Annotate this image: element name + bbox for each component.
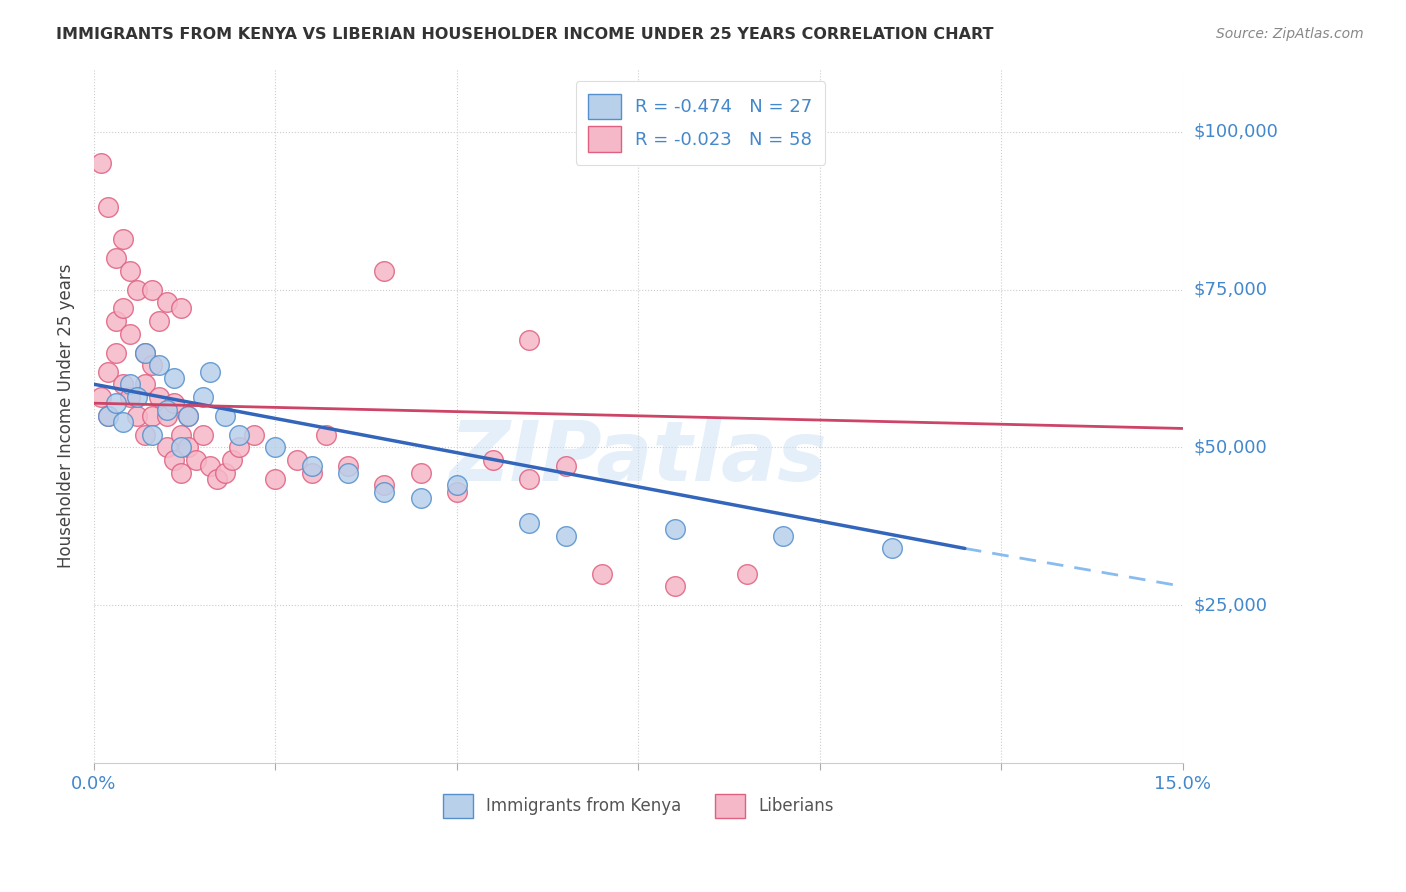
Point bbox=[242, 427, 264, 442]
Point bbox=[127, 390, 149, 404]
Point bbox=[664, 523, 686, 537]
Point bbox=[120, 377, 142, 392]
Point bbox=[519, 472, 541, 486]
Point bbox=[409, 491, 432, 505]
Point bbox=[104, 314, 127, 328]
Point bbox=[104, 345, 127, 359]
Point bbox=[373, 478, 395, 492]
Point bbox=[141, 409, 163, 423]
Point bbox=[735, 566, 758, 581]
Point bbox=[373, 484, 395, 499]
Point bbox=[772, 529, 794, 543]
Point bbox=[336, 459, 359, 474]
Point bbox=[97, 201, 120, 215]
Point bbox=[148, 390, 170, 404]
Point bbox=[446, 478, 468, 492]
Point bbox=[482, 453, 505, 467]
Point bbox=[207, 472, 229, 486]
Point bbox=[90, 156, 112, 170]
Text: $100,000: $100,000 bbox=[1194, 123, 1278, 141]
Point bbox=[177, 441, 200, 455]
Point bbox=[301, 459, 323, 474]
Point bbox=[163, 453, 186, 467]
Text: $25,000: $25,000 bbox=[1194, 596, 1268, 615]
Point bbox=[148, 314, 170, 328]
Point bbox=[214, 409, 236, 423]
Point bbox=[285, 453, 308, 467]
Point bbox=[141, 427, 163, 442]
Point bbox=[170, 301, 193, 316]
Point bbox=[221, 453, 243, 467]
Point bbox=[446, 484, 468, 499]
Point bbox=[111, 301, 134, 316]
Point bbox=[264, 441, 287, 455]
Point bbox=[264, 472, 287, 486]
Point bbox=[155, 409, 177, 423]
Point bbox=[104, 396, 127, 410]
Point bbox=[134, 377, 156, 392]
Point bbox=[519, 516, 541, 531]
Point bbox=[120, 390, 142, 404]
Point bbox=[120, 326, 142, 341]
Point bbox=[554, 529, 576, 543]
Text: $75,000: $75,000 bbox=[1194, 280, 1268, 299]
Point bbox=[155, 441, 177, 455]
Point bbox=[163, 396, 186, 410]
Point bbox=[228, 427, 250, 442]
Text: $50,000: $50,000 bbox=[1194, 438, 1267, 457]
Point bbox=[141, 359, 163, 373]
Text: IMMIGRANTS FROM KENYA VS LIBERIAN HOUSEHOLDER INCOME UNDER 25 YEARS CORRELATION : IMMIGRANTS FROM KENYA VS LIBERIAN HOUSEH… bbox=[56, 27, 994, 42]
Point bbox=[409, 466, 432, 480]
Point bbox=[170, 427, 193, 442]
Point bbox=[191, 390, 214, 404]
Point bbox=[155, 402, 177, 417]
Point bbox=[177, 409, 200, 423]
Point bbox=[155, 295, 177, 310]
Point bbox=[163, 371, 186, 385]
Point bbox=[882, 541, 904, 556]
Point bbox=[127, 409, 149, 423]
Point bbox=[554, 459, 576, 474]
Point bbox=[336, 466, 359, 480]
Point bbox=[519, 333, 541, 347]
Point bbox=[191, 427, 214, 442]
Point bbox=[591, 566, 613, 581]
Point bbox=[228, 441, 250, 455]
Text: Source: ZipAtlas.com: Source: ZipAtlas.com bbox=[1216, 27, 1364, 41]
Point bbox=[170, 466, 193, 480]
Point bbox=[170, 441, 193, 455]
Point bbox=[198, 459, 221, 474]
Point bbox=[134, 345, 156, 359]
Point bbox=[90, 390, 112, 404]
Point bbox=[148, 359, 170, 373]
Point bbox=[373, 263, 395, 277]
Point bbox=[120, 263, 142, 277]
Point bbox=[301, 466, 323, 480]
Point bbox=[184, 453, 207, 467]
Point bbox=[141, 283, 163, 297]
Point bbox=[104, 251, 127, 265]
Point bbox=[111, 415, 134, 429]
Text: ZIPatlas: ZIPatlas bbox=[450, 417, 827, 498]
Point bbox=[134, 345, 156, 359]
Point bbox=[315, 427, 337, 442]
Point bbox=[127, 283, 149, 297]
Point bbox=[97, 409, 120, 423]
Point bbox=[111, 377, 134, 392]
Point bbox=[97, 409, 120, 423]
Y-axis label: Householder Income Under 25 years: Householder Income Under 25 years bbox=[58, 263, 75, 568]
Point bbox=[111, 232, 134, 246]
Point bbox=[664, 579, 686, 593]
Legend: Immigrants from Kenya, Liberians: Immigrants from Kenya, Liberians bbox=[436, 788, 841, 824]
Point bbox=[97, 365, 120, 379]
Point bbox=[214, 466, 236, 480]
Point bbox=[198, 365, 221, 379]
Point bbox=[177, 409, 200, 423]
Point bbox=[134, 427, 156, 442]
